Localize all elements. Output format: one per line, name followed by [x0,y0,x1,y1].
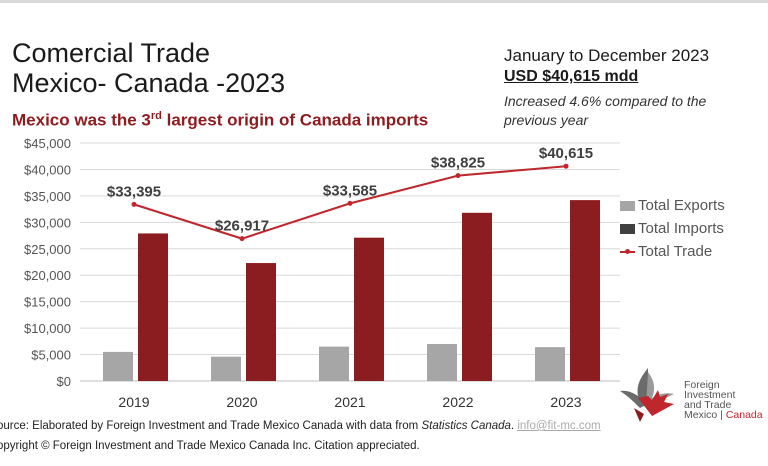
legend-swatch-imports [620,223,635,234]
y-tick-label: $40,000 [24,162,71,177]
logo-line-3: and Trade [684,399,732,411]
eagle-maple-leaf-icon [620,368,674,422]
total-trade-point [131,201,137,207]
bar-exports [103,351,133,381]
x-tick-label: 2019 [118,394,149,410]
x-tick-label: 2021 [334,394,365,410]
x-tick-label: 2020 [226,394,257,410]
bar-exports [427,343,457,381]
total-trade-point [455,173,461,179]
y-tick-label: $0 [57,374,71,389]
x-axis-ticks: 2019 2020 2021 2022 2023 [118,394,581,410]
logo-line-4: Mexico | Canada [684,409,763,421]
total-trade-point [347,200,353,206]
logo-line-4-red: Canada [725,409,763,421]
page-title: Comercial Trade Mexico- Canada -2023 [12,38,285,98]
legend-item-trade: Total Trade [620,240,725,263]
data-label: $40,615 [539,145,593,162]
data-labels: $33,395 $26,917 $33,585 $38,825 $40,615 [107,145,593,234]
legend-label-imports: Total Imports [638,220,724,237]
copyright-note: opyright © Foreign Investment and Trade … [0,440,420,452]
title-line-1: Comercial Trade [12,38,211,68]
legend-swatch-exports [620,200,635,211]
title-line-2: Mexico- Canada -2023 [12,68,286,98]
summary-growth: Increased 4.6% compared to the previous … [504,93,707,128]
bar-exports [319,346,349,381]
y-tick-label: $10,000 [24,321,71,336]
y-tick-label: $15,000 [24,295,71,310]
data-label: $26,917 [215,218,269,235]
top-rule [0,0,768,3]
logo-line-2: Investment [684,389,736,401]
legend-swatch-trade [620,248,635,254]
legend-label-exports: Total Exports [638,197,725,214]
y-tick-label: $20,000 [24,268,71,283]
total-trade-line [131,163,569,242]
y-tick-label: $25,000 [24,242,71,257]
source-post: . [510,420,518,432]
legend-item-exports: Total Exports [620,194,725,217]
y-tick-label: $35,000 [24,189,71,204]
grid-lines [80,142,620,382]
y-axis-ticks: $0 $5,000 $10,000 $15,000 $20,000 $25,000 $30,… [24,136,71,389]
bars [103,200,600,381]
x-tick-label: 2023 [550,394,581,410]
bar-exports [535,347,565,381]
y-tick-label: $45,000 [24,136,71,151]
data-label: $38,825 [431,155,485,172]
legend: Total Exports Total Imports Total Trade [620,194,725,263]
source-italic: Statistics Canada [421,420,511,432]
summary-box: January to December 2023 USD $40,615 mdd… [504,45,764,130]
logo-line-4-pre: Mexico | [684,409,726,421]
legend-item-imports: Total Imports [620,217,725,240]
total-trade-point [239,236,245,242]
x-tick-label: 2022 [442,394,473,410]
summary-amount: USD $40,615 mdd [504,68,639,85]
bar-imports [246,263,276,381]
source-pre: ource: Elaborated by Foreign Investment … [0,420,422,432]
logo-line-1: Foreign [684,379,720,391]
subtitle: Mexico was the 3rd largest origin of Can… [12,110,428,131]
subtitle-sup: rd [150,110,162,122]
y-tick-label: $30,000 [24,215,71,230]
y-tick-label: $5,000 [31,348,71,363]
email-link[interactable]: info@fit-mc.com [517,420,601,432]
bar-imports [570,200,600,381]
subtitle-pre: Mexico was the 3 [12,110,151,130]
subtitle-post: largest origin of Canada imports [161,110,429,130]
bar-imports [462,212,492,381]
legend-label-trade: Total Trade [638,243,713,260]
data-label: $33,585 [323,182,377,199]
company-logo: Foreign Investment and Trade Mexico | Ca… [618,364,768,426]
logo-text: Foreign Investment and Trade Mexico | Ca… [684,379,763,421]
total-trade-point [563,163,569,169]
source-note: ource: Elaborated by Foreign Investment … [0,420,601,432]
bar-imports [354,237,384,381]
bar-imports [138,233,168,381]
summary-period: January to December 2023 [504,46,710,65]
trade-chart: $0 $5,000 $10,000 $15,000 $20,000 $25,000 $30,… [24,136,620,410]
data-label: $33,395 [107,183,161,200]
bar-exports [211,356,241,381]
